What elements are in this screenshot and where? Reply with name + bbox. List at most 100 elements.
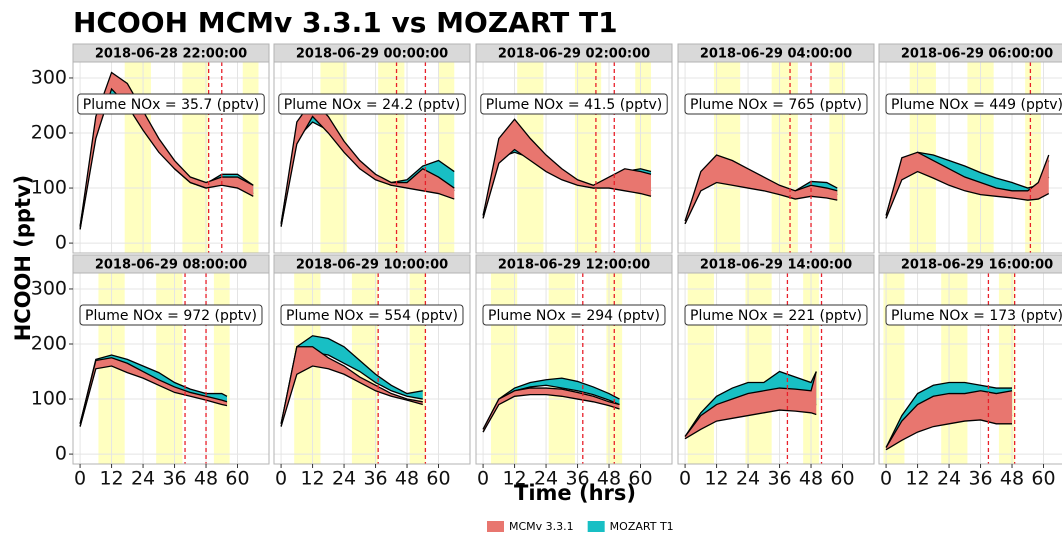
y-tick-label: 200 bbox=[31, 333, 67, 355]
x-tick-label: 60 bbox=[1031, 468, 1055, 490]
strip bbox=[878, 43, 1062, 63]
ribbon-fill bbox=[886, 390, 1013, 450]
daylight-band bbox=[771, 62, 798, 253]
annotation-box bbox=[480, 93, 668, 115]
panel: Plume NOx = 35.7 (pptv) bbox=[73, 62, 269, 253]
annotation: Plume NOx = 972 (pptv) bbox=[85, 308, 257, 324]
x-tick-label: 48 bbox=[395, 468, 419, 490]
ribbon-upper bbox=[482, 387, 620, 430]
annotation: Plume NOx = 35.7 (pptv) bbox=[83, 97, 259, 113]
ribbon-fill bbox=[685, 155, 838, 224]
daylight-band bbox=[242, 62, 259, 253]
annotation-box bbox=[77, 93, 265, 115]
strip bbox=[273, 43, 471, 63]
ribbon-lower bbox=[885, 419, 1013, 451]
ribbon-lower bbox=[684, 181, 838, 225]
annotation: Plume NOx = 294 (pptv) bbox=[488, 308, 660, 324]
ribbon-upper bbox=[79, 354, 228, 424]
x-tick-label: 36 bbox=[162, 468, 186, 490]
ribbon-upper bbox=[885, 151, 1050, 216]
annotation: Plume NOx = 554 (pptv) bbox=[286, 308, 458, 324]
legend-swatch bbox=[587, 521, 605, 532]
daylight-band bbox=[490, 273, 518, 464]
strip-title: 2018-06-29 04:00:00 bbox=[700, 47, 852, 62]
x-tick-label: 24 bbox=[534, 468, 558, 490]
x-tick-label: 12 bbox=[300, 468, 324, 490]
ribbon-upper bbox=[280, 335, 423, 424]
daylight-band bbox=[213, 273, 230, 464]
x-tick-label: 60 bbox=[225, 468, 249, 490]
strip-title: 2018-06-29 10:00:00 bbox=[296, 258, 448, 273]
y-tick-label: 0 bbox=[55, 232, 67, 254]
panel: Plume NOx = 41.5 (pptv) bbox=[476, 62, 672, 253]
annotation-box bbox=[684, 304, 868, 326]
annotation: Plume NOx = 765 (pptv) bbox=[690, 97, 862, 113]
daylight-band bbox=[635, 62, 652, 253]
x-tick-label: 24 bbox=[131, 468, 155, 490]
ribbon-lower bbox=[280, 365, 423, 427]
daylight-band bbox=[378, 62, 405, 253]
legend-label: MCMv 3.3.1 bbox=[509, 520, 574, 533]
daylight-band bbox=[745, 273, 772, 464]
x-tick-label: 36 bbox=[565, 468, 589, 490]
annotation-box bbox=[885, 304, 1062, 326]
ribbon-fill bbox=[80, 72, 254, 230]
panel: Plume NOx = 173 (pptv) bbox=[879, 273, 1062, 464]
ribbon-upper bbox=[79, 357, 228, 424]
strip-title: 2018-06-29 14:00:00 bbox=[700, 258, 852, 273]
annotation: Plume NOx = 173 (pptv) bbox=[891, 308, 1062, 324]
ribbon-fill bbox=[483, 119, 652, 219]
daylight-band bbox=[182, 62, 209, 253]
daylight-band bbox=[156, 273, 183, 464]
x-tick-label: 12 bbox=[905, 468, 929, 490]
ribbon-upper bbox=[684, 371, 817, 437]
annotation: Plume NOx = 221 (pptv) bbox=[690, 308, 862, 324]
strip bbox=[677, 254, 875, 274]
ribbon-upper bbox=[482, 118, 652, 216]
strip bbox=[72, 43, 270, 63]
ribbon-upper bbox=[885, 390, 1013, 448]
x-tick-label: 48 bbox=[799, 468, 823, 490]
annotation-box bbox=[278, 93, 466, 115]
panel: Plume NOx = 972 (pptv) bbox=[73, 273, 269, 464]
x-tick-label: 12 bbox=[704, 468, 728, 490]
y-tick-label: 0 bbox=[55, 443, 67, 465]
strip-title: 2018-06-29 00:00:00 bbox=[296, 47, 448, 62]
panel: Plume NOx = 24.2 (pptv) bbox=[274, 62, 470, 253]
ribbon-lower bbox=[885, 170, 1050, 219]
strip bbox=[273, 254, 471, 274]
strip bbox=[475, 254, 673, 274]
daylight-band bbox=[941, 273, 968, 464]
y-tick-label: 200 bbox=[31, 122, 67, 144]
x-tick-label: 0 bbox=[880, 468, 892, 490]
ribbon-fill bbox=[483, 378, 620, 433]
x-tick-label: 0 bbox=[74, 468, 86, 490]
annotation: Plume NOx = 24.2 (pptv) bbox=[284, 97, 460, 113]
daylight-band bbox=[438, 62, 455, 253]
strip-title: 2018-06-29 06:00:00 bbox=[901, 47, 1053, 62]
daylight-band bbox=[1025, 62, 1041, 253]
ribbon-lower bbox=[482, 393, 620, 433]
y-tick-label: 100 bbox=[31, 388, 67, 410]
ribbon-upper bbox=[280, 346, 423, 424]
ribbon-upper bbox=[482, 377, 620, 430]
x-tick-label: 24 bbox=[937, 468, 961, 490]
ribbon-upper bbox=[684, 154, 838, 222]
ribbon-upper bbox=[885, 381, 1013, 448]
x-tick-label: 48 bbox=[194, 468, 218, 490]
x-tick-label: 36 bbox=[968, 468, 992, 490]
x-tick-label: 36 bbox=[363, 468, 387, 490]
chart-title: HCOOH MCMv 3.3.1 vs MOZART T1 bbox=[73, 6, 618, 39]
ribbon-lower bbox=[79, 365, 228, 427]
x-tick-label: 12 bbox=[502, 468, 526, 490]
ribbon-upper bbox=[79, 71, 254, 227]
y-axis-label: HCOOH (pptv) bbox=[11, 175, 35, 342]
y-tick-label: 300 bbox=[31, 277, 67, 299]
x-tick-label: 60 bbox=[830, 468, 854, 490]
strip-title: 2018-06-29 08:00:00 bbox=[95, 258, 247, 273]
strip-title: 2018-06-29 12:00:00 bbox=[498, 258, 650, 273]
x-tick-label: 48 bbox=[597, 468, 621, 490]
x-tick-label: 0 bbox=[477, 468, 489, 490]
annotation-box bbox=[885, 93, 1062, 115]
